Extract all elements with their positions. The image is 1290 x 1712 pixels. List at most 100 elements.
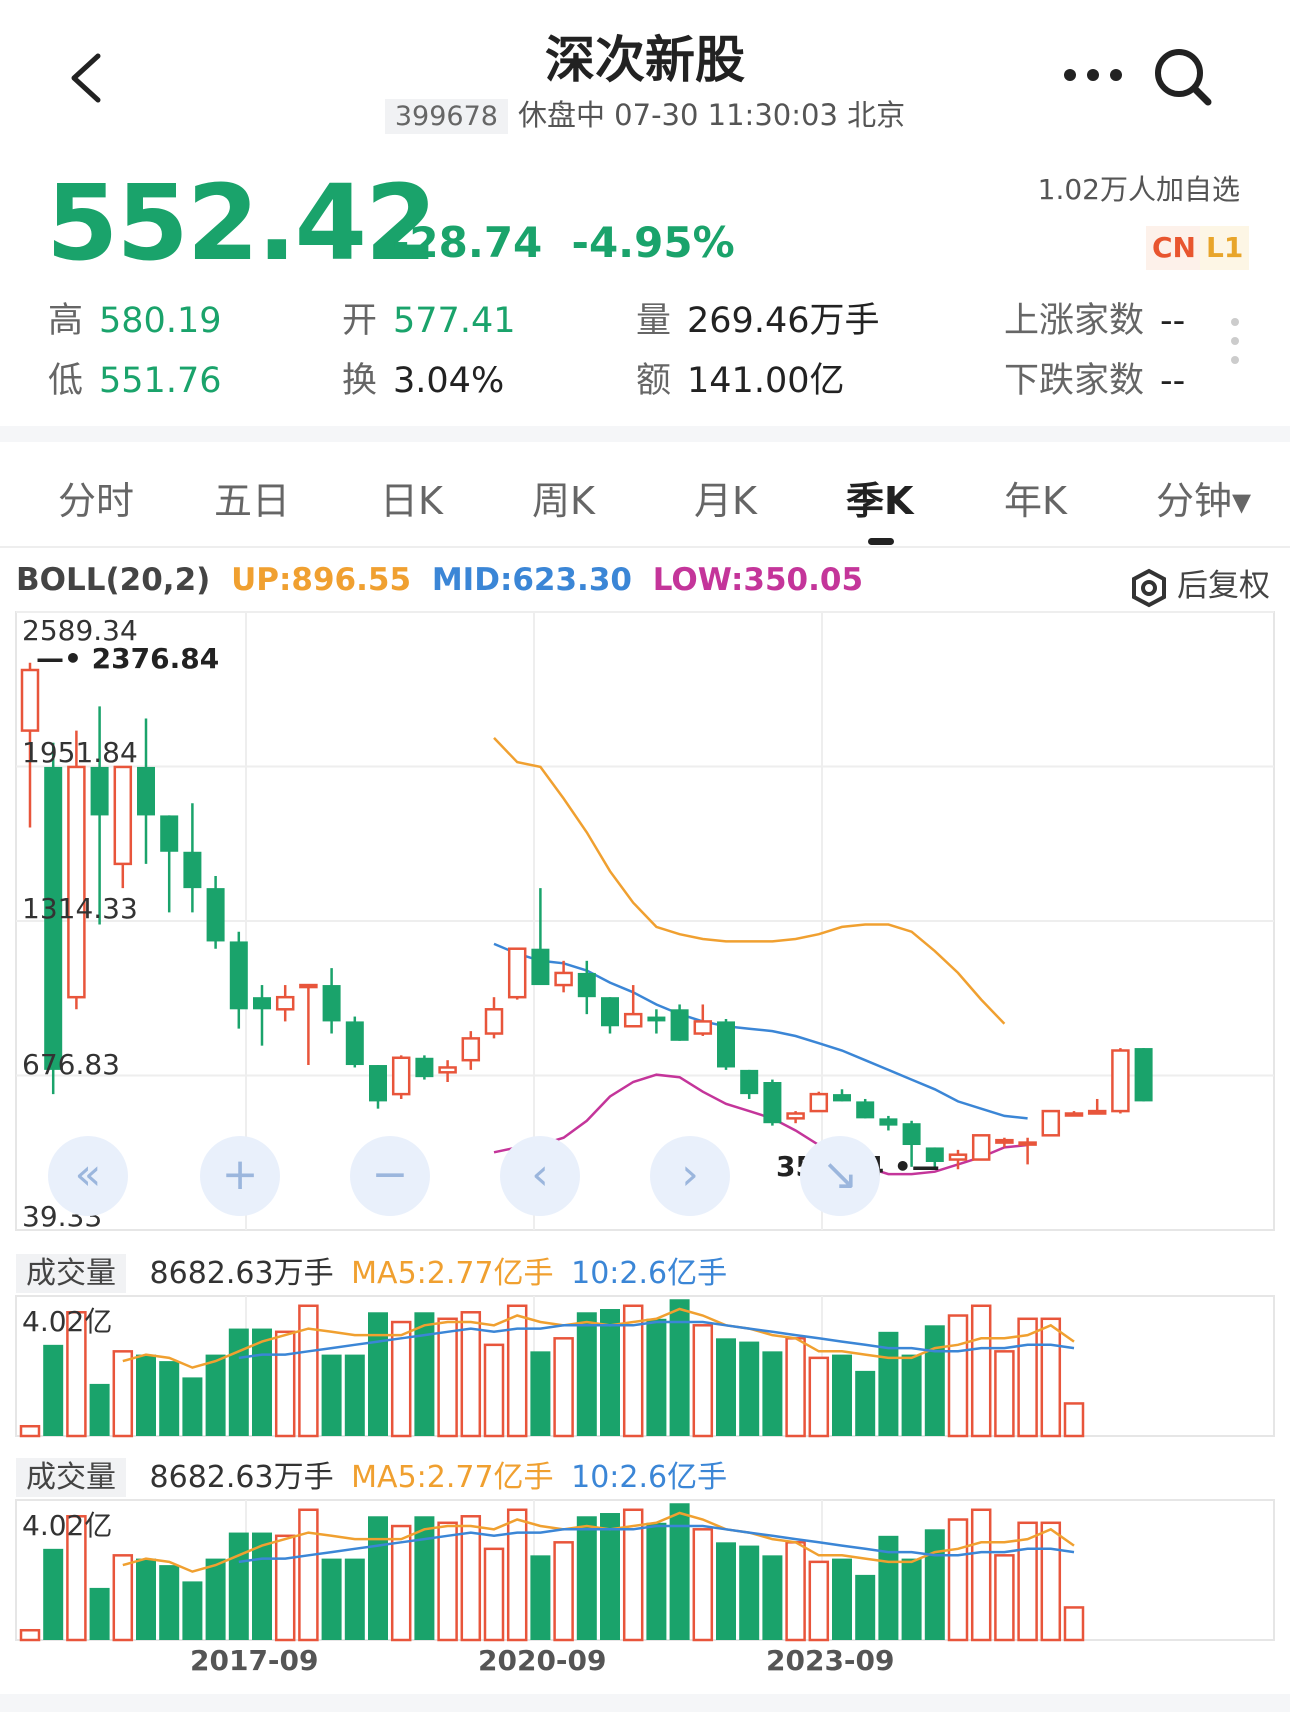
search-icon[interactable]	[1150, 44, 1216, 110]
volume-label: 成交量	[16, 1254, 126, 1293]
tab-monthly-k[interactable]: 月K	[694, 479, 757, 523]
volume-bar	[530, 1351, 551, 1436]
tab-quarterly-k[interactable]: 季K	[846, 479, 914, 523]
volume-bar	[368, 1312, 388, 1436]
volume-bar	[483, 1343, 505, 1438]
volume-bar	[136, 1558, 156, 1640]
volume-bar	[739, 1341, 760, 1436]
volume-bar	[159, 1565, 180, 1640]
volume-bar	[970, 1508, 992, 1642]
candle-body	[461, 1037, 481, 1062]
candle-body	[693, 1020, 713, 1035]
zoom-out-icon[interactable]: −	[350, 1136, 430, 1216]
volume-bar	[716, 1338, 736, 1436]
tab-minute[interactable]: 分钟▾	[1156, 479, 1252, 523]
reset-view-icon[interactable]: ↘	[800, 1136, 880, 1216]
boll-up-line	[493, 737, 1006, 1025]
candle-body	[647, 1016, 666, 1022]
tab-weekly-k[interactable]: 周K	[532, 479, 595, 523]
stat-amount: 额 141.00亿	[636, 361, 845, 401]
volume-bar	[321, 1354, 342, 1436]
volume-bar	[43, 1344, 64, 1436]
x-tick-label: 2020-09	[478, 1644, 607, 1677]
volume-bar	[205, 1354, 226, 1436]
tab-yearly-k[interactable]: 年K	[1004, 479, 1067, 523]
candle-body	[601, 997, 619, 1027]
candle-body	[1087, 1109, 1107, 1115]
boll-indicator[interactable]: BOLL(20,2) UP:896.55 MID:623.30 LOW:350.…	[16, 562, 863, 598]
scroll-left-icon[interactable]: ‹	[500, 1136, 580, 1216]
volume-ma10-line	[238, 1524, 1075, 1564]
volume-bar	[89, 1587, 110, 1640]
x-tick-label: 2017-09	[190, 1644, 319, 1677]
change-value: -28.74	[392, 218, 543, 267]
volume-bar	[808, 1356, 830, 1438]
candle-body	[113, 765, 133, 866]
volume-bar	[298, 1508, 319, 1642]
candle-body	[183, 851, 202, 889]
volume-bar	[832, 1558, 852, 1640]
y-tick-label: 2589.34	[22, 614, 138, 647]
volume-max-label: 4.02亿	[22, 1509, 113, 1542]
candle-body	[275, 995, 295, 1011]
volume-bar	[994, 1350, 1015, 1438]
candle-body	[833, 1094, 851, 1102]
candle-body	[717, 1021, 735, 1068]
volume-bar	[600, 1513, 620, 1640]
settings-hex-icon	[1132, 568, 1166, 607]
candle-body	[229, 941, 248, 1010]
volume-bar	[344, 1558, 365, 1640]
candle-body	[531, 948, 550, 986]
volume-bar	[762, 1351, 783, 1436]
zoom-in-icon[interactable]: +	[200, 1136, 280, 1216]
kline-chart[interactable]	[0, 600, 1290, 1700]
volume-bar	[414, 1516, 435, 1640]
boll-up: UP:896.55	[231, 562, 412, 598]
volume-label: 成交量	[16, 1458, 126, 1497]
volume-bar	[437, 1521, 458, 1642]
tab-daily-k[interactable]: 日K	[380, 479, 443, 523]
volume-bar	[901, 1558, 922, 1640]
volume-bar	[692, 1324, 714, 1438]
volume-bar	[437, 1317, 458, 1438]
scroll-left-fast-icon[interactable]: «	[48, 1136, 128, 1216]
followers-count: 1.02万人加自选	[1037, 173, 1240, 206]
volume-bar	[762, 1555, 783, 1640]
max-price-marker: —• 2376.84	[36, 642, 220, 675]
section-divider	[0, 426, 1290, 442]
candle-body	[948, 1153, 968, 1161]
volume-bar	[66, 1515, 87, 1642]
candle-body	[137, 766, 155, 816]
candle-body	[1111, 1049, 1130, 1113]
volume-ma5: MA5:2.77亿手	[351, 1256, 554, 1291]
volume-bar	[622, 1304, 644, 1438]
candle-body	[67, 765, 86, 999]
volume-bar	[89, 1383, 110, 1436]
more-dots-icon[interactable]	[1058, 60, 1128, 90]
tab-five-day[interactable]: 五日	[214, 479, 291, 523]
volume-bar	[460, 1311, 482, 1438]
volume-bar	[390, 1524, 412, 1642]
back-arrow-icon[interactable]	[60, 48, 120, 108]
scroll-right-icon[interactable]: ›	[650, 1136, 730, 1216]
candle-body	[90, 766, 109, 816]
volume-ma5-line	[122, 1511, 1075, 1573]
volume-bar	[716, 1542, 736, 1640]
restore-rights-button[interactable]: 后复权	[1129, 560, 1270, 608]
volume-bar	[600, 1309, 620, 1436]
tab-timeshare[interactable]: 分时	[58, 479, 135, 523]
change-percent: -4.95%	[571, 218, 735, 267]
volume-bar	[159, 1361, 180, 1436]
volume-bar	[43, 1548, 64, 1640]
candle-body	[1134, 1048, 1153, 1102]
volume-bar	[460, 1515, 482, 1642]
volume-ma10: 10:2.6亿手	[571, 1256, 728, 1291]
vertical-dots-icon[interactable]	[1228, 316, 1242, 366]
current-price: 552.42	[46, 162, 437, 284]
volume-bar	[901, 1354, 922, 1436]
candle-body	[507, 947, 527, 999]
volume-bar	[19, 1628, 41, 1642]
volume-bar	[622, 1508, 644, 1642]
volume-bar	[112, 1350, 134, 1438]
page-title: 深次新股	[545, 31, 745, 89]
